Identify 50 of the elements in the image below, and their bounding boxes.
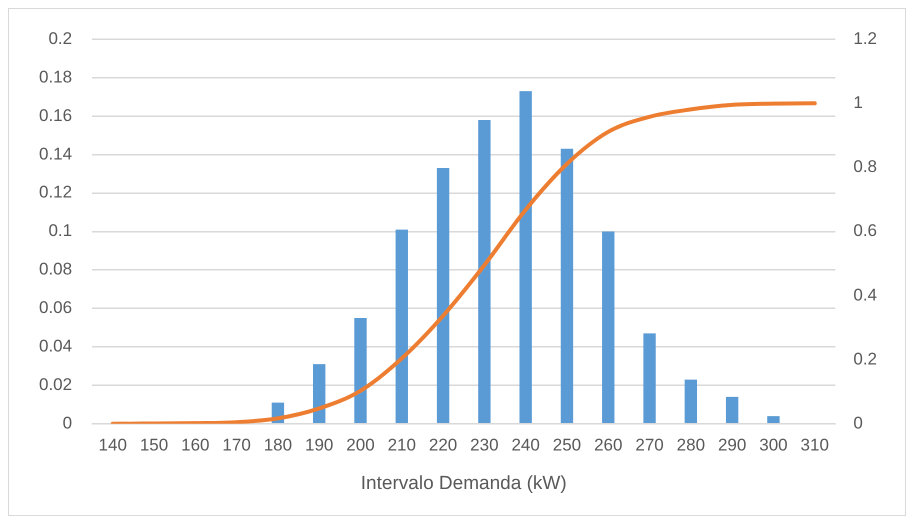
y-tick-label: 0.02 [38, 375, 72, 394]
y2-tick-label: 0.6 [853, 221, 878, 240]
y2-tick-label: 0 [853, 413, 863, 432]
y-tick-label: 0.1 [48, 221, 72, 240]
bar [602, 232, 614, 424]
x-tick-label: 160 [181, 436, 210, 455]
x-tick-label: 220 [428, 436, 458, 455]
y-tick-label: 0.2 [48, 28, 72, 48]
y-tick-label: 0.04 [38, 336, 72, 356]
x-tick-label: 150 [140, 436, 168, 455]
bar [436, 168, 450, 424]
x-tick-label: 300 [759, 436, 788, 455]
x-axis-title: Intervalo Demanda (kW) [360, 472, 567, 494]
y2-tick-label: 1 [853, 92, 863, 112]
bar [354, 318, 367, 424]
y-tick-label: 0.16 [38, 106, 72, 125]
x-tick-label: 140 [98, 436, 127, 455]
x-tick-label: 250 [552, 436, 582, 455]
y2-tick-label: 0.2 [853, 349, 878, 368]
x-tick-label: 310 [800, 436, 829, 455]
x-tick-label: 170 [222, 436, 251, 455]
line-series [110, 101, 817, 424]
y-tick-label: 0.18 [38, 67, 72, 86]
y-tick-label: 0.12 [38, 182, 72, 202]
x-tick-label: 190 [305, 436, 334, 455]
x-tick-label: 290 [718, 436, 746, 455]
bar [519, 91, 532, 424]
x-tick-label: 280 [676, 436, 706, 455]
y-tick-label: 0.14 [38, 144, 72, 164]
y2-tick-label: 1.2 [853, 28, 878, 48]
x-tick-label: 260 [594, 436, 622, 455]
bar [313, 364, 326, 424]
bar [560, 148, 574, 424]
x-tick-label: 230 [470, 436, 499, 455]
y-tick-label: 0 [62, 413, 72, 432]
y-tick-label: 0.08 [38, 260, 72, 279]
bar [767, 416, 780, 424]
bar [643, 333, 656, 424]
x-tick-label: 270 [635, 436, 664, 455]
y2-tick-label: 0.4 [853, 285, 878, 304]
x-tick-label: 240 [511, 436, 540, 455]
bar [684, 380, 698, 424]
bar [726, 396, 738, 424]
y2-tick-label: 0.8 [853, 157, 878, 176]
x-tick-label: 210 [388, 436, 416, 455]
y-tick-label: 0.06 [38, 298, 72, 318]
x-tick-label: 180 [264, 436, 292, 455]
x-tick-label: 200 [346, 436, 375, 455]
bar [478, 120, 491, 424]
bar [396, 230, 408, 424]
